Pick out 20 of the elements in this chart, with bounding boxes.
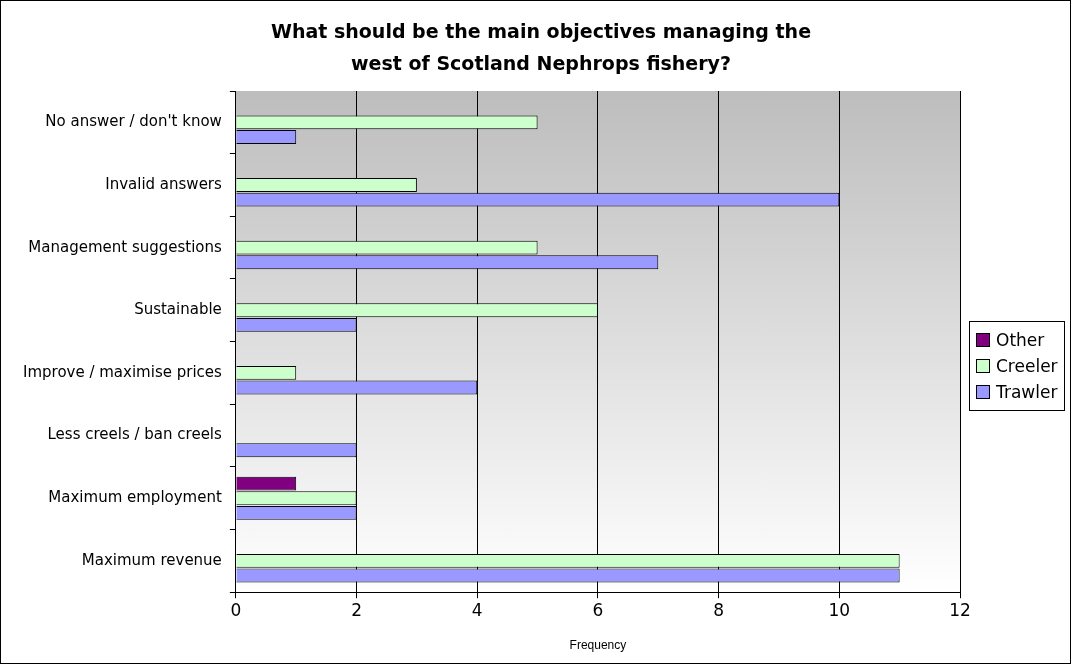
legend-label: Other: [996, 330, 1045, 350]
x-tick-label: 6: [592, 599, 604, 620]
x-tick-label: 4: [471, 599, 483, 620]
chart-title: What should be the main objectives managing the west of Scotland Nephrops fishery?: [269, 19, 813, 76]
y-tick-label: No answer / don't know: [45, 112, 222, 131]
y-tick-label: Maximum revenue: [81, 550, 222, 569]
y-tick-label: Less creels / ban creels: [47, 425, 223, 444]
x-tick-label: 12: [949, 599, 971, 620]
y-tick-label: Maximum employment: [48, 488, 222, 507]
y-tick-label: Improve / maximise prices: [22, 362, 223, 381]
y-tick-label: Management suggestions: [28, 237, 223, 256]
x-tick-label: 8: [713, 599, 725, 620]
text: Trawler: [996, 382, 1058, 402]
y-tick-label: Invalid answers: [105, 174, 223, 193]
y-tick-label: Sustainable: [134, 300, 222, 319]
x-tick-label: 2: [351, 599, 362, 620]
x-tick-label: 0: [230, 599, 242, 620]
x-axis-title: Frequency: [569, 638, 627, 653]
legend-label: Creeler: [996, 356, 1058, 376]
x-tick-label: 10: [828, 599, 851, 620]
